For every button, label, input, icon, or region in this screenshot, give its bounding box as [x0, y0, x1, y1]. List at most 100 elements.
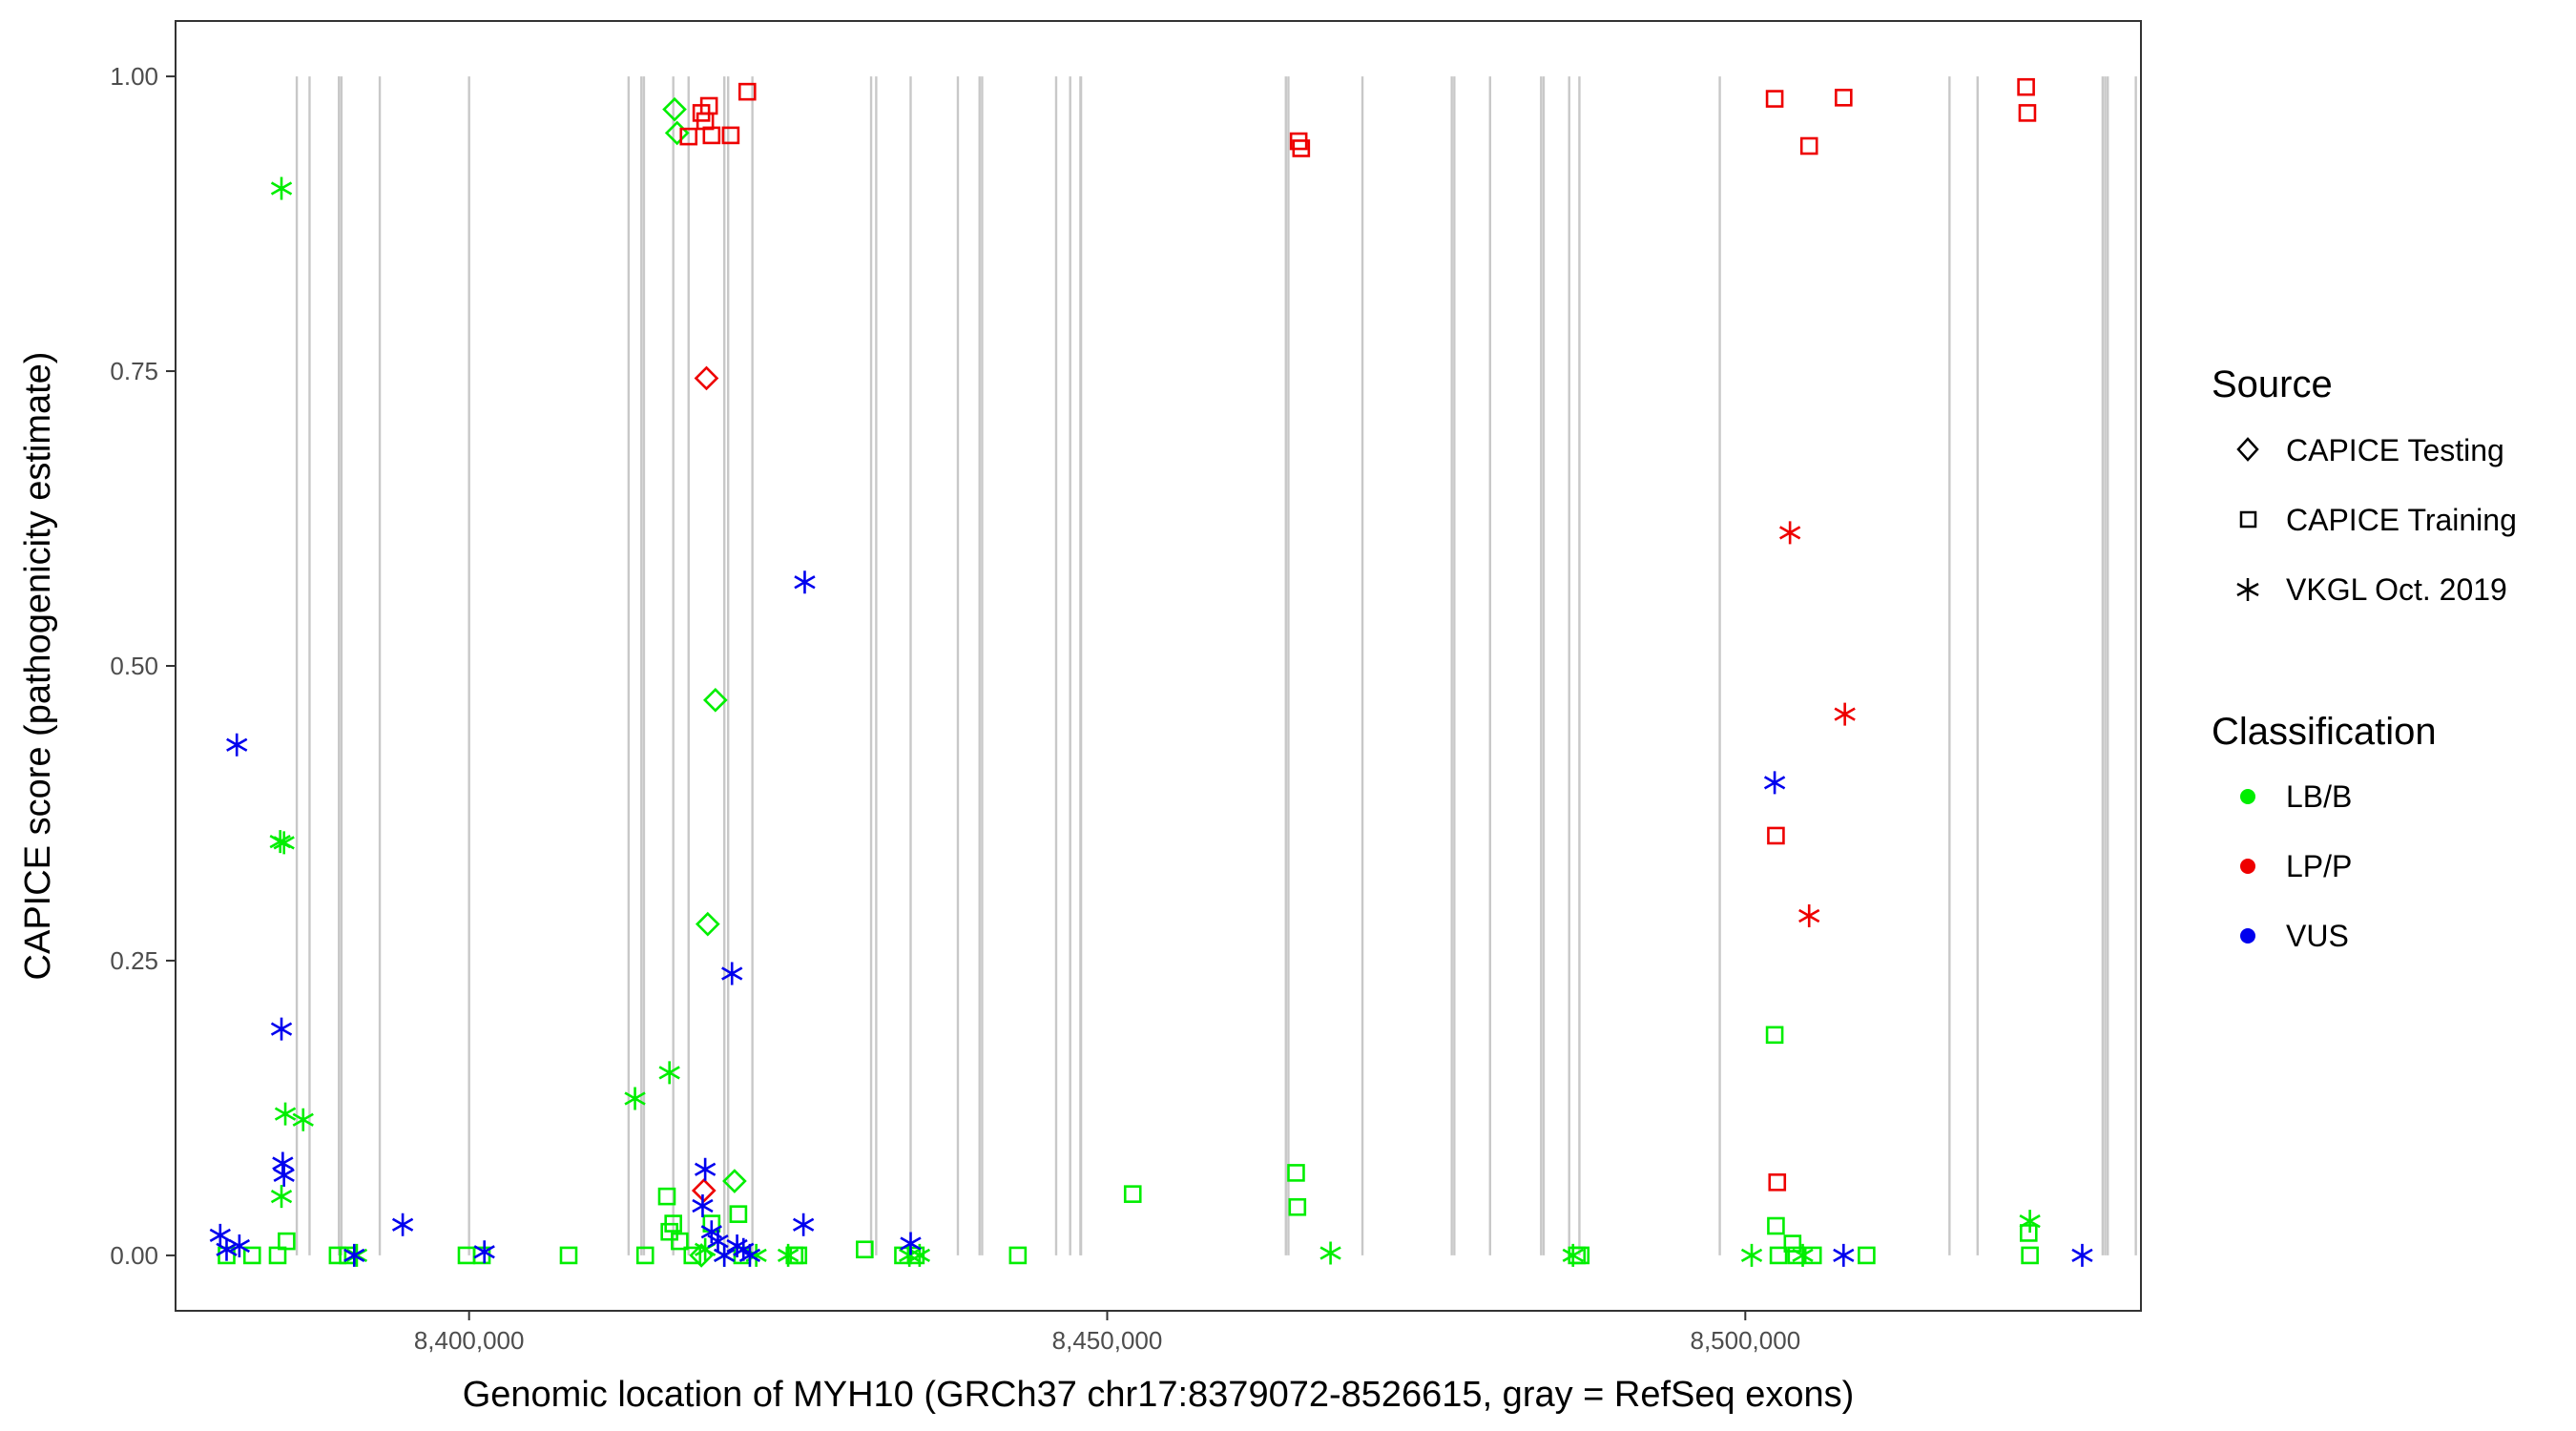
data-points: [209, 77, 2093, 1268]
data-point-square: [2019, 1224, 2038, 1242]
data-point-square: [699, 96, 718, 115]
data-point-square: [268, 1246, 287, 1265]
data-point-square: [2017, 77, 2035, 96]
data-point-asterisk: [1834, 702, 1856, 726]
legend-source-label: CAPICE Training: [2286, 503, 2517, 537]
data-point-asterisk: [2019, 1210, 2041, 1234]
legend-item-lpp: LP/P: [2240, 849, 2352, 883]
data-point-square: [1783, 1234, 1802, 1253]
data-point-asterisk: [274, 1102, 297, 1126]
legend-source-title: Source: [2212, 363, 2333, 405]
data-point-square: [328, 1246, 347, 1265]
data-point-square: [1858, 1246, 1876, 1265]
data-point-square: [278, 1232, 296, 1251]
data-point-diamond: [662, 96, 687, 122]
data-point-asterisk: [1763, 771, 1786, 795]
data-point-square: [1835, 89, 1853, 107]
y-tick-label: 0.75: [110, 357, 158, 385]
legend-item-lbb: LB/B: [2240, 779, 2352, 814]
data-point-asterisk: [273, 831, 295, 855]
legend-item-capice-testing: CAPICE Testing: [2236, 433, 2504, 467]
data-point-asterisk: [270, 176, 293, 200]
data-point-asterisk: [216, 1237, 238, 1261]
data-point-square: [729, 1205, 748, 1223]
blue-dot-icon: [2240, 928, 2255, 944]
plot-panel-background: [176, 21, 2141, 1311]
data-point-square: [671, 1232, 689, 1251]
data-point-asterisk: [658, 1061, 680, 1085]
data-point-asterisk: [692, 1194, 714, 1218]
diamond-icon: [2236, 437, 2259, 462]
data-point-square: [1768, 1172, 1787, 1192]
data-point-square: [789, 1246, 808, 1265]
red-dot-icon: [2240, 859, 2255, 874]
data-point-square: [1767, 1216, 1785, 1235]
data-point-square: [1123, 1185, 1142, 1203]
data-point-square: [242, 1246, 261, 1265]
data-point-asterisk: [714, 1243, 736, 1267]
data-point-square: [721, 126, 740, 145]
exon-lines: [295, 76, 2137, 1255]
data-point-asterisk: [1798, 903, 1820, 927]
x-tick-label: 8,500,000: [1690, 1326, 1800, 1355]
y-tick-label: 1.00: [110, 62, 158, 91]
data-point-square: [1287, 1164, 1305, 1182]
data-point-square: [635, 1246, 654, 1265]
data-point-asterisk: [270, 1017, 293, 1041]
data-point-asterisk: [899, 1243, 921, 1267]
data-point-asterisk: [273, 1163, 295, 1187]
data-point-asterisk: [292, 1108, 314, 1131]
data-point-asterisk: [624, 1087, 646, 1110]
legend: Source CAPICE Testing CAPICE Training VK…: [2212, 363, 2517, 953]
data-point-square: [2018, 104, 2037, 122]
data-point-asterisk: [1778, 521, 1801, 545]
data-point-square: [1008, 1246, 1028, 1265]
data-point-diamond: [694, 365, 719, 391]
x-tick-label: 8,450,000: [1052, 1326, 1163, 1355]
data-point-square: [679, 127, 698, 146]
plot-panel-border: [175, 20, 2142, 1312]
data-point-square: [1288, 1197, 1307, 1216]
data-point-diamond: [695, 911, 720, 937]
x-axis-title: Genomic location of MYH10 (GRCh37 chr17:…: [463, 1375, 1855, 1415]
legend-class-label: LB/B: [2286, 779, 2352, 814]
data-point-square: [702, 126, 721, 145]
y-tick-label: 0.50: [110, 652, 158, 680]
data-point-asterisk: [792, 1213, 815, 1236]
legend-class-label: VUS: [2286, 919, 2349, 953]
data-point-square: [683, 1246, 702, 1265]
data-point-asterisk: [777, 1243, 800, 1267]
data-point-asterisk: [794, 570, 816, 594]
data-point-asterisk: [391, 1213, 414, 1236]
data-point-square: [1765, 90, 1784, 108]
data-point-asterisk: [1833, 1243, 1855, 1267]
data-point-asterisk: [721, 962, 743, 985]
legend-item-vus: VUS: [2240, 919, 2349, 953]
y-axis-title: CAPICE score (pathogenicity estimate): [18, 352, 58, 981]
legend-classification-title: Classification: [2212, 711, 2437, 753]
data-point-asterisk: [1792, 1243, 1814, 1267]
data-point-asterisk: [1740, 1243, 1763, 1267]
y-tick-label: 0.25: [110, 946, 158, 975]
data-point-square: [1769, 1246, 1788, 1265]
y-axis: 0.00 0.25 0.50 0.75 1.00: [110, 62, 176, 1270]
legend-source-label: CAPICE Testing: [2286, 433, 2504, 467]
data-point-asterisk: [270, 1185, 293, 1209]
data-point-diamond: [691, 1178, 717, 1203]
data-point-square: [559, 1246, 578, 1265]
data-point-square: [1767, 826, 1785, 845]
data-point-asterisk: [272, 1151, 294, 1175]
data-point-square: [1799, 136, 1818, 156]
data-point-asterisk: [228, 1234, 251, 1258]
data-point-square: [1292, 139, 1311, 157]
legend-class-label: LP/P: [2286, 849, 2352, 883]
data-point-square: [1765, 1026, 1784, 1045]
data-point-square: [664, 1214, 682, 1233]
green-dot-icon: [2240, 789, 2255, 804]
data-point-square: [1803, 1246, 1822, 1265]
legend-item-capice-training: CAPICE Training: [2239, 503, 2517, 537]
y-tick-label: 0.00: [110, 1241, 158, 1270]
data-point-square: [737, 82, 757, 101]
data-point-asterisk: [473, 1240, 495, 1264]
